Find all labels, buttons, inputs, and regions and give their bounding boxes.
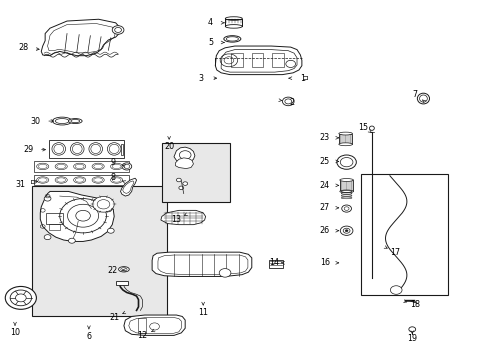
Text: 17: 17 xyxy=(389,248,400,257)
Bar xyxy=(34,175,129,185)
Circle shape xyxy=(68,238,75,243)
Circle shape xyxy=(219,269,230,277)
Text: 15: 15 xyxy=(358,123,368,132)
Text: 19: 19 xyxy=(407,334,416,343)
Bar xyxy=(224,18,242,26)
Text: 6: 6 xyxy=(86,332,91,341)
Text: 27: 27 xyxy=(319,203,329,212)
Ellipse shape xyxy=(52,117,72,125)
Text: 3: 3 xyxy=(198,74,203,83)
Bar xyxy=(231,53,243,67)
Polygon shape xyxy=(123,315,185,336)
Polygon shape xyxy=(40,192,114,242)
Circle shape xyxy=(93,197,114,212)
Text: 24: 24 xyxy=(319,181,329,190)
Polygon shape xyxy=(120,178,136,196)
Circle shape xyxy=(44,235,51,240)
Text: 22: 22 xyxy=(107,266,117,275)
Circle shape xyxy=(44,196,51,201)
Ellipse shape xyxy=(338,143,352,146)
Ellipse shape xyxy=(416,93,428,104)
Circle shape xyxy=(105,207,112,212)
Polygon shape xyxy=(175,158,193,168)
Polygon shape xyxy=(215,46,301,75)
Text: 26: 26 xyxy=(319,226,329,235)
Bar xyxy=(162,143,229,202)
Text: 23: 23 xyxy=(319,133,329,142)
Ellipse shape xyxy=(225,24,242,28)
Circle shape xyxy=(60,199,106,233)
Text: 1: 1 xyxy=(300,74,305,83)
Circle shape xyxy=(183,182,187,185)
Text: 31: 31 xyxy=(16,180,26,189)
Ellipse shape xyxy=(68,118,82,123)
Circle shape xyxy=(5,287,36,309)
Bar xyxy=(46,213,63,224)
Ellipse shape xyxy=(118,267,129,272)
Circle shape xyxy=(176,178,181,182)
Bar xyxy=(49,140,124,158)
Text: 12: 12 xyxy=(137,331,147,340)
Circle shape xyxy=(345,230,347,232)
Bar xyxy=(272,53,284,67)
Circle shape xyxy=(282,97,293,106)
Ellipse shape xyxy=(339,190,353,193)
Text: 9: 9 xyxy=(110,158,116,167)
Bar xyxy=(361,174,447,295)
Text: 18: 18 xyxy=(409,300,419,309)
Circle shape xyxy=(285,60,295,67)
Text: 20: 20 xyxy=(164,141,174,150)
Text: 13: 13 xyxy=(171,215,181,224)
Text: 10: 10 xyxy=(10,328,20,337)
Bar xyxy=(116,281,127,285)
Bar xyxy=(137,318,146,333)
Ellipse shape xyxy=(224,36,241,42)
Text: 4: 4 xyxy=(207,18,213,27)
Circle shape xyxy=(122,163,131,170)
Circle shape xyxy=(341,205,351,212)
Circle shape xyxy=(107,228,114,233)
Circle shape xyxy=(408,327,415,332)
Text: 28: 28 xyxy=(18,43,28,52)
Bar xyxy=(268,260,283,267)
Circle shape xyxy=(336,155,356,169)
Bar xyxy=(339,180,353,192)
Polygon shape xyxy=(174,147,195,163)
Polygon shape xyxy=(41,19,120,56)
Text: 8: 8 xyxy=(110,173,116,182)
Bar xyxy=(338,134,352,144)
Text: 5: 5 xyxy=(207,38,213,47)
Ellipse shape xyxy=(339,179,353,181)
Text: 25: 25 xyxy=(319,157,329,166)
Bar xyxy=(49,224,60,230)
Text: 7: 7 xyxy=(411,90,416,99)
Text: 29: 29 xyxy=(23,145,33,154)
Ellipse shape xyxy=(338,132,352,135)
Text: 30: 30 xyxy=(30,117,41,126)
Circle shape xyxy=(179,186,183,190)
Text: 16: 16 xyxy=(319,258,329,267)
Text: 11: 11 xyxy=(198,308,208,317)
Text: 21: 21 xyxy=(109,313,119,322)
Bar xyxy=(251,53,263,67)
Circle shape xyxy=(340,226,352,235)
Text: 14: 14 xyxy=(268,258,278,267)
Circle shape xyxy=(112,26,123,34)
Circle shape xyxy=(389,286,401,294)
Bar xyxy=(34,161,129,172)
Bar xyxy=(121,144,123,155)
Bar xyxy=(31,186,166,316)
Polygon shape xyxy=(161,210,205,225)
Text: 2: 2 xyxy=(289,98,294,107)
Polygon shape xyxy=(152,252,251,276)
